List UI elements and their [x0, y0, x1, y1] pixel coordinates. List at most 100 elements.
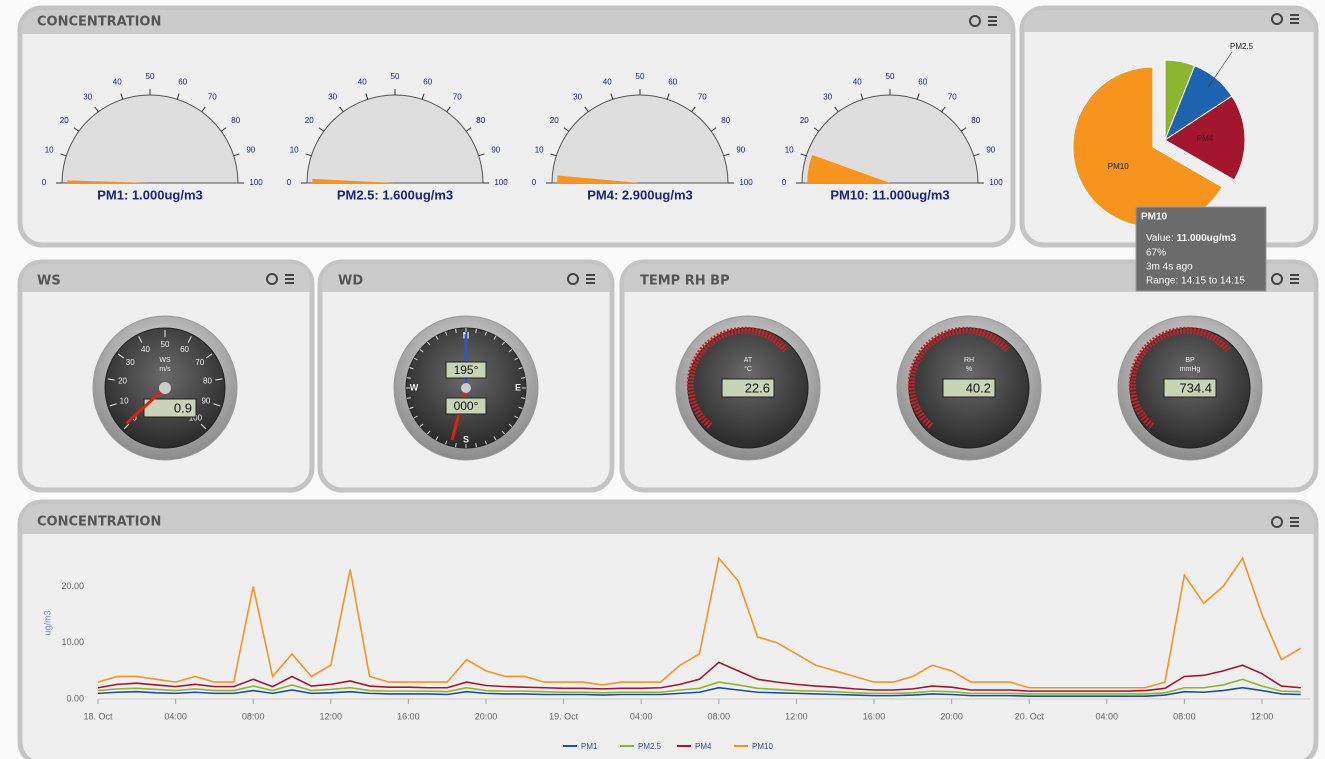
gauge-label: PM2.5: 1.600ug/m3 — [337, 187, 453, 202]
gauge-tick-label: 90 — [736, 145, 745, 154]
tooltip-title: PM10 — [1141, 212, 1168, 223]
dial-label: RH — [964, 357, 974, 364]
dial-tick-label: 20 — [118, 376, 127, 385]
x-tick-label: 20:00 — [475, 711, 498, 721]
header-bar — [22, 10, 1011, 34]
tooltip-range: Range: 14:15 to 14:15 — [1146, 276, 1245, 287]
compass-tick — [476, 443, 477, 447]
x-tick-label: 18. Oct — [83, 711, 113, 721]
gauge-tick-label: 80 — [476, 116, 485, 125]
gauge-tick-label: 10 — [45, 145, 54, 154]
lcd-value: 40.2 — [966, 380, 991, 395]
gauge-tick-label: 40 — [358, 77, 367, 86]
compass-tick — [521, 378, 525, 379]
dial-tick-label: 70 — [195, 358, 204, 367]
gauge-tick-label: 100 — [494, 178, 508, 187]
gauge-tick-label: 10 — [290, 145, 299, 154]
compass-label: E — [515, 382, 521, 392]
pie-label: PM4 — [1197, 134, 1214, 143]
panel-title: WS — [37, 274, 61, 289]
header-bar — [322, 264, 610, 292]
dial-tick-label: 80 — [203, 376, 212, 385]
compass-tick — [456, 329, 457, 333]
gauge-tick-label: 30 — [83, 92, 92, 101]
gauge-tick-label: 100 — [739, 178, 753, 187]
gauge-tick-label: 30 — [823, 92, 832, 101]
gauge-tick-label: 50 — [636, 72, 645, 81]
lcd-value: 0.9 — [174, 400, 192, 415]
x-tick-label: 12:00 — [320, 711, 343, 721]
panel — [20, 502, 1316, 759]
x-tick-label: 04:00 — [1096, 711, 1119, 721]
gauge-tick-label: 40 — [853, 77, 862, 86]
compass-tick — [476, 329, 477, 333]
dial-label: WS — [159, 357, 171, 364]
x-tick-label: 04:00 — [164, 711, 187, 721]
gauge-tick-label: 40 — [603, 77, 612, 86]
gauge-tick-label: 10 — [535, 145, 544, 154]
panel-title: WD — [338, 274, 363, 289]
tooltip-value: Value:11.000ug/m3 — [1146, 233, 1237, 244]
x-tick-label: 08:00 — [242, 711, 265, 721]
x-tick-label: 08:00 — [708, 711, 731, 721]
gauge-tick-label: 60 — [668, 77, 677, 86]
dial-label: BP — [1185, 357, 1195, 364]
y-tick-label: 10.00 — [61, 637, 84, 647]
lcd-value: 000° — [454, 399, 479, 413]
gauge-tick-label: 40 — [113, 77, 122, 86]
gauge-tick-label: 20 — [800, 116, 809, 125]
dial-tick-label: 40 — [141, 345, 150, 354]
gauge-label: PM4: 2.900ug/m3 — [587, 187, 693, 202]
gauge-tick-label: 30 — [573, 92, 582, 101]
gauge-tick-label: 70 — [948, 92, 957, 101]
panel-title: TEMP RH BP — [640, 274, 730, 289]
compass-tick — [456, 443, 457, 447]
gauge-tick-label: 20 — [550, 116, 559, 125]
legend-label[interactable]: PM1 — [581, 742, 598, 751]
gauge-tick-label: 70 — [698, 92, 707, 101]
x-tick-label: 20. Oct — [1015, 711, 1045, 721]
tooltip-age: 3m 4s ago — [1146, 262, 1193, 273]
x-tick-label: 16:00 — [397, 711, 420, 721]
gauge-tick-label: 0 — [287, 178, 292, 187]
y-tick-label: 20.00 — [61, 581, 84, 591]
tooltip-percent: 67% — [1146, 248, 1166, 259]
dial-tick-label: 10 — [120, 396, 129, 405]
gauge-tick-label: 60 — [178, 77, 187, 86]
lcd-value: 734.4 — [1179, 380, 1212, 395]
x-tick-label: 12:00 — [1251, 711, 1274, 721]
legend-label[interactable]: PM10 — [752, 742, 773, 751]
gauge-tick-label: 20 — [60, 116, 69, 125]
gauge-tick-label: 10 — [785, 145, 794, 154]
lcd-value: 22.6 — [745, 380, 770, 395]
gauge-tick-label: 0 — [42, 178, 47, 187]
dial-unit: mmHg — [1180, 366, 1201, 373]
dial-tick-label: 90 — [201, 396, 210, 405]
gauge-tick-label: 80 — [721, 116, 730, 125]
tooltip: PM10 Value:11.000ug/m3 67% 3m 4s ago Range: … — [1136, 207, 1266, 291]
gauge-tick-label: 60 — [918, 77, 927, 86]
dial-tick-label: 60 — [180, 345, 189, 354]
y-tick-label: 0.00 — [66, 693, 84, 703]
gauge-tick-label: 30 — [328, 92, 337, 101]
gauge-tick-label: 80 — [231, 116, 240, 125]
gauge-tick-label: 50 — [391, 72, 400, 81]
x-tick-label: 04:00 — [630, 711, 653, 721]
gauge-tick-label: 80 — [971, 116, 980, 125]
dial-label: AT — [744, 357, 753, 364]
gauge-tick-label: 50 — [886, 72, 895, 81]
header-bar — [1024, 10, 1314, 32]
x-tick-label: 12:00 — [785, 711, 808, 721]
tooltip-value-prefix: Value: — [1146, 233, 1174, 244]
legend-label[interactable]: PM4 — [695, 742, 712, 751]
compass-tick — [407, 398, 411, 399]
x-tick-label: 16:00 — [863, 711, 886, 721]
gauge-label: PM1: 1.000ug/m3 — [97, 187, 203, 202]
y-axis-label: ug/m3 — [42, 610, 52, 635]
pie-label: PM10 — [1108, 162, 1129, 171]
gauge-tick-label: 90 — [491, 145, 500, 154]
gauge-tick-label: 50 — [146, 72, 155, 81]
legend-label[interactable]: PM2.5 — [638, 742, 662, 751]
pie-label: PM2.5 — [1230, 42, 1254, 51]
dial-unit: °C — [744, 365, 752, 373]
